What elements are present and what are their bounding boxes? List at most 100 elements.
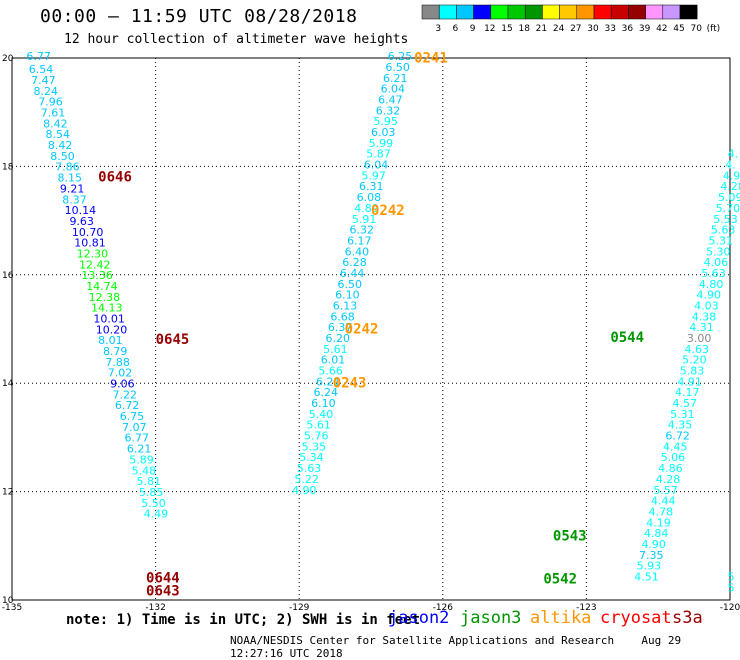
wave-height-value: 4.63 — [685, 343, 710, 356]
legend-swatch — [628, 4, 646, 20]
legend-swatch — [421, 4, 440, 20]
legend-swatch — [645, 4, 664, 20]
wave-height-value: 5.85 — [139, 486, 164, 499]
wave-height-value: 5.89 — [129, 453, 154, 466]
legend-scale-label: 12 — [484, 24, 495, 34]
wave-height-value: 5.06 — [661, 451, 686, 464]
wave-height-value: 6.08 — [357, 191, 382, 204]
wave-height-value: 8.54 — [46, 128, 71, 141]
legend-scale-label: 24 — [553, 24, 565, 34]
pass-time-label: 0542 — [543, 572, 577, 588]
wave-height-value: 4.38 — [692, 310, 717, 323]
wave-height-value: 4.51 — [634, 570, 659, 583]
wave-height-value: 6.31 — [359, 180, 384, 193]
legend-swatch — [576, 4, 595, 20]
wave-height-value: 12.30 — [77, 247, 109, 260]
wave-height-value: 4.03 — [694, 299, 719, 312]
legend-swatch — [507, 4, 526, 20]
legend-swatch — [559, 4, 578, 20]
wave-height-value: 6.50 — [385, 61, 410, 74]
wave-height-value: 7.86 — [55, 161, 80, 174]
wave-height-value: 4.90 — [292, 484, 317, 497]
wave-height-value: 6.40 — [345, 245, 370, 258]
wave-height-value: 6.75 — [120, 410, 145, 423]
pass-time-label: 0645 — [156, 332, 190, 348]
wave-height-value: 6.47 — [378, 94, 403, 107]
wave-height-value: 5.63 — [711, 224, 736, 237]
wave-height-value: 4.86 — [658, 462, 683, 475]
legend-scale-label: 3 — [435, 24, 441, 34]
wave-height-value: 4.49 — [144, 508, 169, 521]
y-tick-label: 20 — [2, 54, 14, 64]
wave-height-value: 5.66 — [318, 365, 343, 378]
wave-height-value: 5.50 — [141, 497, 166, 510]
wave-height-value: 6.72 — [665, 430, 690, 443]
wave-height-value: 5.83 — [680, 365, 705, 378]
wave-height-value: 5.48 — [132, 464, 157, 477]
legend-scale-label: (ft) — [707, 24, 721, 34]
plot-frame — [11, 57, 731, 601]
wave-height-value: 6.32 — [349, 224, 374, 237]
wave-height-value: 8.24 — [34, 85, 59, 98]
x-tick-label: -123 — [576, 603, 596, 613]
legend-scale-label: 39 — [639, 24, 651, 34]
wave-height-value: 4.45 — [663, 440, 688, 453]
legend-scale-label: 9 — [470, 24, 476, 34]
wave-height-value: 6.21 — [383, 72, 408, 85]
wave-height-value: 6.25 — [388, 50, 413, 63]
pass-time-label: 0243 — [333, 376, 367, 392]
x-tick-label: -129 — [289, 603, 310, 613]
chart-title: 00:00 — 11:59 UTC 08/28/2018 — [40, 6, 358, 27]
wave-height-value: 8.50 — [50, 150, 75, 163]
satellite-jason2: jason2 — [388, 608, 450, 628]
wave-height-value: 4. — [725, 159, 736, 172]
legend-swatch — [593, 4, 612, 20]
wave-height-value: 6.54 — [29, 63, 54, 76]
wave-height-value: 4. — [728, 148, 739, 161]
wave-height-value: 4.90 — [696, 289, 721, 302]
wave-height-value: 10.20 — [96, 323, 128, 336]
wave-height-value: 5.30 — [706, 245, 731, 258]
wave-height-value: 6.77 — [26, 50, 51, 63]
wave-height-value: 7.96 — [38, 96, 63, 109]
legend-scale-label: 33 — [604, 24, 615, 34]
wave-height-value: 5.61 — [306, 419, 331, 432]
wave-height-value: 5.22 — [294, 473, 319, 486]
wave-height-value: 4.28 — [720, 180, 740, 193]
wave-height-value: 9.21 — [60, 182, 85, 195]
wave-height-value: 5.70 — [716, 202, 740, 215]
wave-height-value: 4.31 — [689, 321, 714, 334]
wave-height-value: 6.32 — [376, 104, 401, 117]
wave-height-value: 6.01 — [321, 354, 346, 367]
wave-height-value: 5.57 — [653, 484, 678, 497]
wave-height-value: 6.77 — [124, 432, 149, 445]
wave-height-value: 5.20 — [682, 354, 707, 367]
y-tick-label: 10 — [2, 596, 14, 606]
legend-scale-label: 18 — [518, 24, 530, 34]
legend-scale-label: 42 — [656, 24, 667, 34]
wave-height-value: 14.74 — [86, 280, 118, 293]
wave-height-value: 5.35 — [302, 440, 327, 453]
satellite-s3a: s3a — [672, 608, 703, 628]
legend-swatch — [473, 4, 492, 20]
legend-swatch — [610, 4, 629, 20]
wave-height-value: 10.14 — [65, 204, 97, 217]
wave-height-value: 12.42 — [79, 258, 111, 271]
wave-height-value: 8.42 — [48, 139, 73, 152]
wave-height-value: 8.37 — [62, 193, 86, 206]
wave-height-value: 4.06 — [704, 256, 729, 269]
wave-height-value: 7.47 — [31, 74, 56, 87]
wave-height-value: 10.81 — [74, 237, 106, 250]
wave-height-value: 4.28 — [656, 473, 681, 486]
wave-height-value: 7.88 — [105, 356, 130, 369]
pass-time-label: 0643 — [146, 584, 180, 600]
x-tick-label: -132 — [145, 603, 165, 613]
y-tick-label: 18 — [2, 162, 14, 172]
y-tick-label: 16 — [2, 271, 14, 281]
pass-time-label: 0544 — [610, 330, 644, 346]
wave-height-value: 5.63 — [701, 267, 726, 280]
legend-scale-label: 15 — [501, 24, 512, 34]
wave-height-value: 4.35 — [668, 419, 693, 432]
wave-height-value: 4.91 — [677, 375, 702, 388]
